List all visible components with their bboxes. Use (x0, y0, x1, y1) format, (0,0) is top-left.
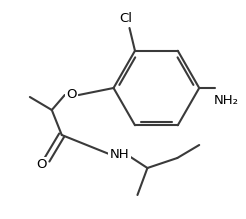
Text: NH: NH (110, 148, 129, 161)
Text: NH₂: NH₂ (214, 94, 239, 106)
Text: O: O (37, 159, 47, 171)
Text: O: O (66, 88, 77, 101)
Text: Cl: Cl (119, 12, 132, 25)
